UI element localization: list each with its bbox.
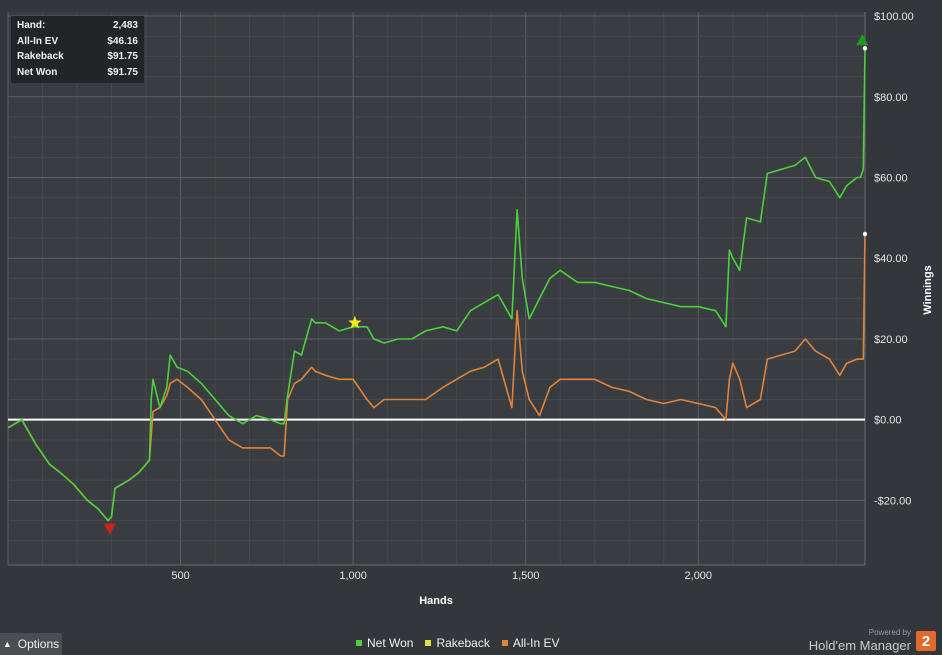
y-tick-label: -$20.00 — [874, 495, 911, 507]
y-tick-label: $0.00 — [874, 415, 902, 427]
brand-logo: Powered by Hold'em Manager 2 — [809, 625, 936, 653]
markers — [103, 34, 869, 535]
legend-item[interactable]: Net Won — [356, 636, 413, 650]
legend-label: Net Won — [367, 636, 414, 650]
x-tick-label: 1,500 — [512, 570, 540, 582]
legend: Net Won Rakeback All-In EV — [356, 635, 572, 651]
x-tick-label: 1,000 — [339, 570, 367, 582]
legend-label: Rakeback — [436, 636, 490, 650]
series-line-net-won — [7, 48, 866, 522]
y-tick-label: $60.00 — [874, 172, 908, 184]
legend-item[interactable]: Rakeback — [425, 636, 490, 650]
x-tick-label: 2,000 — [685, 570, 713, 582]
y-tick-label: $20.00 — [874, 334, 908, 346]
legend-swatch — [425, 640, 432, 646]
brand-name: Hold'em Manager — [808, 638, 911, 653]
options-button[interactable]: ▲ Options — [0, 633, 62, 655]
y-tick-label: $40.00 — [874, 253, 908, 265]
x-axis-title: Hands — [419, 595, 453, 607]
y-axis-title: Winnings — [922, 265, 934, 314]
series-lines — [7, 46, 868, 522]
brand-badge: 2 — [916, 631, 936, 651]
star-marker — [348, 315, 362, 329]
stats-label: Rakeback — [17, 51, 64, 62]
stats-label: Hand: — [17, 20, 46, 31]
stats-value: 2,483 — [112, 20, 138, 31]
plot-background — [8, 12, 865, 565]
powered-by-text: Powered by — [868, 628, 911, 637]
stats-row: All-In EV $46.16 — [11, 34, 144, 50]
grid — [7, 12, 866, 566]
stats-value: $91.75 — [107, 66, 138, 78]
x-tick-label: 500 — [171, 570, 189, 582]
y-tick-label: $80.00 — [874, 92, 908, 104]
legend-item[interactable]: All-In EV — [501, 636, 560, 650]
stats-value: $46.16 — [107, 35, 138, 47]
stats-row: Rakeback $91.75 — [11, 49, 144, 65]
stats-row: Net Won $91.75 — [11, 65, 144, 81]
y-tick-labels: $100.00 $80.00 $60.00 $40.00 $20.00 $0.00 -$20… — [874, 11, 914, 507]
x-tick-labels: 500 1,000 1,500 2,000 — [171, 570, 712, 582]
chevron-up-icon: ▲ — [2, 639, 12, 649]
options-label: Options — [17, 637, 60, 651]
series-end-point — [862, 231, 868, 237]
high-marker — [856, 34, 869, 46]
legend-label: All-In EV — [512, 636, 560, 650]
stats-value: $91.75 — [107, 51, 138, 62]
low-marker — [103, 523, 116, 535]
y-tick-label: $100.00 — [874, 11, 914, 23]
stats-label: Net Won — [17, 66, 58, 78]
legend-swatch — [501, 640, 508, 646]
stats-row: Hand: 2,483 — [11, 18, 144, 34]
series-end-point — [862, 46, 868, 51]
legend-swatch — [356, 640, 362, 646]
stats-label: All-In EV — [17, 35, 59, 47]
stats-panel: Hand: 2,483 All-In EV $46.16 Rakeback $91.75 N… — [11, 16, 144, 83]
